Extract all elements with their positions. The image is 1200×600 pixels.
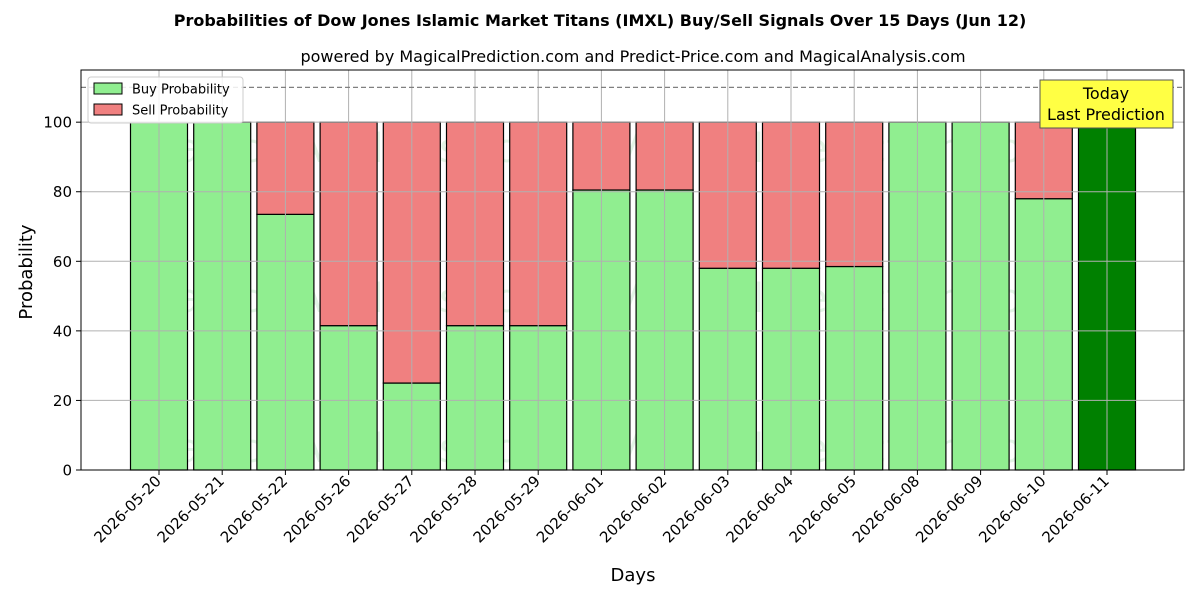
x-tick-label: 2026-06-10 xyxy=(975,472,1049,546)
annotation-line1: Today xyxy=(1082,84,1129,103)
x-tick-label: 2026-05-27 xyxy=(343,472,417,546)
x-tick-label: 2026-06-05 xyxy=(786,472,860,546)
x-tick-label: 2026-06-01 xyxy=(533,472,607,546)
legend-swatch xyxy=(93,103,123,116)
x-tick-label: 2026-06-09 xyxy=(912,472,986,546)
plot-frame xyxy=(80,69,1185,471)
x-tick-label: 2026-05-28 xyxy=(406,472,480,546)
x-tick-label: 2026-05-22 xyxy=(217,472,291,546)
x-tick-label: 2026-05-29 xyxy=(470,472,544,546)
annotation-line2: Last Prediction xyxy=(1047,105,1165,124)
x-tick-label: 2026-05-21 xyxy=(154,472,228,546)
today-annotation: Today Last Prediction xyxy=(1039,79,1174,129)
y-axis-label: Probability xyxy=(16,224,37,319)
y-tick-label: 0 xyxy=(62,462,72,480)
legend: Buy Probability Sell Probability xyxy=(87,76,244,124)
x-tick-label: 2026-06-02 xyxy=(596,472,670,546)
x-tick-label: 2026-05-26 xyxy=(280,472,354,546)
x-tick-label: 2026-06-11 xyxy=(1038,472,1112,546)
y-tick-label: 20 xyxy=(53,392,72,410)
x-tick-label: 2026-06-04 xyxy=(722,472,796,546)
chart-title: Probabilities of Dow Jones Islamic Marke… xyxy=(174,11,1027,30)
legend-swatch xyxy=(93,82,123,95)
legend-label: Sell Probability xyxy=(132,104,229,119)
y-tick-label: 100 xyxy=(43,114,72,132)
annotation-box xyxy=(1039,79,1174,129)
x-tick-label: 2026-06-03 xyxy=(659,472,733,546)
y-tick-label: 80 xyxy=(53,183,72,201)
x-tick-label: 2026-05-20 xyxy=(90,472,164,546)
legend-box xyxy=(87,76,244,124)
y-tick-label: 60 xyxy=(53,253,72,271)
x-axis-label: Days xyxy=(611,565,656,586)
plot-area: MagicalAnalysis.comMagicalPrediction.com… xyxy=(43,69,1185,546)
y-tick-label: 40 xyxy=(53,322,72,340)
chart-subtitle: powered by MagicalPrediction.com and Pre… xyxy=(300,47,965,66)
legend-label: Buy Probability xyxy=(132,83,230,98)
x-tick-label: 2026-06-08 xyxy=(849,472,923,546)
